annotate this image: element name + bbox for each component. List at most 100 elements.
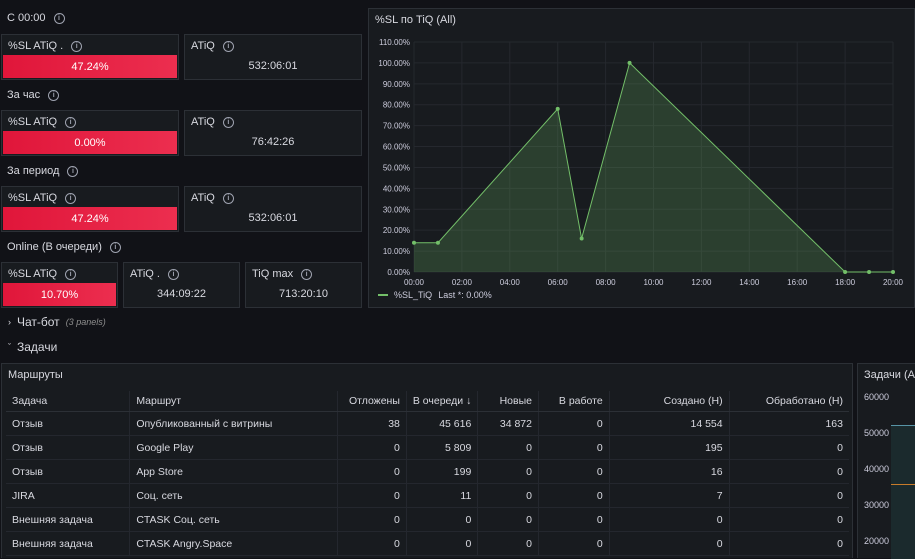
table-cell: 0	[728, 459, 849, 484]
y-tick-label: 0.00%	[387, 268, 410, 277]
table-cell: 0	[337, 483, 407, 508]
chevron-down-icon: ˇ	[8, 342, 11, 352]
table-cell: 0	[405, 507, 478, 532]
stat-panel-sl-atiq[interactable]: %SL ATiQ . i 47.24%	[1, 34, 179, 80]
section-title-online: Online (В очереди) i	[7, 241, 121, 253]
info-icon[interactable]: i	[109, 241, 121, 253]
table-cell: 0	[477, 483, 539, 508]
stat-label: %SL ATiQ	[8, 268, 58, 280]
table-row[interactable]: Отзыв App Store 0 199 0 0 16 0	[6, 459, 849, 484]
x-tick-label: 18:00	[835, 278, 856, 287]
table-cell: 0	[728, 435, 849, 460]
column-header[interactable]: Создано (Н)	[608, 391, 730, 412]
column-header-sorted[interactable]: В очереди ↓	[405, 391, 478, 412]
table-cell: Опубликованный с витрины	[129, 411, 338, 436]
table-cell: CTASK Соц. сеть	[129, 507, 338, 532]
y-tick-label: 50.00%	[383, 163, 410, 172]
table-cell: 163	[728, 411, 849, 436]
table-cell: Соц. сеть	[129, 483, 338, 508]
table-cell: App Store	[129, 459, 338, 484]
routes-panel[interactable]: Маршруты Задача Маршрут Отложены В очере…	[1, 363, 853, 558]
row-tasks[interactable]: ˇ Задачи	[8, 340, 58, 354]
info-icon[interactable]: i	[53, 12, 65, 24]
table-cell: CTASK Angry.Space	[129, 531, 338, 556]
stat-value: 344:09:22	[157, 288, 206, 300]
info-icon[interactable]: i	[65, 192, 77, 204]
table-cell: 0	[337, 435, 407, 460]
table-cell: 0	[337, 459, 407, 484]
y-tick-label: 60.00%	[383, 143, 410, 152]
table-row[interactable]: Отзыв Google Play 0 5 809 0 0 195 0	[6, 435, 849, 460]
stat-label: %SL ATiQ	[8, 116, 58, 128]
axis-tick-label: 20000	[864, 536, 890, 546]
info-icon[interactable]: i	[71, 40, 83, 52]
chart-svg: 0.00% 10.00% 20.00% 30.00% 40.00% 50.00% 60.00…	[378, 38, 903, 287]
row-chatbot[interactable]: › Чат-бот (3 panels)	[8, 315, 106, 329]
column-header[interactable]: Новые	[477, 391, 539, 412]
routes-table: Задача Маршрут Отложены В очереди ↓ Новы…	[6, 391, 849, 556]
info-icon[interactable]: i	[222, 40, 234, 52]
data-point	[435, 240, 440, 245]
x-tick-label: 04:00	[500, 278, 521, 287]
stat-panel-atiq[interactable]: ATiQ i 532:06:01	[184, 34, 362, 80]
column-header[interactable]: Маршрут	[129, 391, 338, 412]
table-cell: Отзыв	[6, 435, 130, 460]
column-header[interactable]: Отложены	[337, 391, 407, 412]
stat-panel-online-atiq[interactable]: ATiQ . i 344:09:22	[123, 262, 240, 308]
axis-tick-label: 60000	[864, 392, 890, 402]
info-icon[interactable]: i	[167, 268, 179, 280]
stat-panel-atiq[interactable]: ATiQ i 76:42:26	[184, 110, 362, 156]
table-cell: 45 616	[405, 411, 478, 436]
series-area	[414, 62, 893, 273]
stat-value: 713:20:10	[279, 288, 328, 300]
table-cell: Внешняя задача	[6, 531, 130, 556]
stat-value: 47.24%	[3, 207, 177, 230]
info-icon[interactable]: i	[222, 116, 234, 128]
column-header[interactable]: Задача	[6, 391, 130, 412]
tasks-chart-panel[interactable]: Задачи (All 60000 50000 40000 30000 20000	[857, 363, 915, 559]
data-point	[412, 240, 416, 245]
table-cell: 34 872	[477, 411, 539, 436]
series-line	[414, 61, 893, 273]
section-title-period: За период i	[7, 165, 79, 177]
x-tick-label: 14:00	[739, 278, 760, 287]
table-cell: 14 554	[608, 411, 730, 436]
stat-panel-atiq[interactable]: ATiQ i 532:06:01	[184, 186, 362, 232]
table-cell: 0	[537, 531, 610, 556]
table-cell: 0	[477, 531, 539, 556]
chart-legend[interactable]: %SL_TiQ Last *: 0.00%	[378, 290, 492, 300]
stat-panel-online-sl[interactable]: %SL ATiQ i 10.70%	[1, 262, 118, 308]
table-cell: Отзыв	[6, 459, 130, 484]
stat-value: 532:06:01	[248, 212, 298, 224]
table-cell: 0	[537, 483, 610, 508]
table-cell: Внешняя задача	[6, 507, 130, 532]
table-cell: 0	[405, 531, 478, 556]
table-row[interactable]: Внешняя задача CTASK Соц. сеть 0 0 0 0 0 0	[6, 507, 849, 532]
table-cell: 0	[337, 507, 407, 532]
stat-panel-sl-atiq[interactable]: %SL ATiQ i 0.00%	[1, 110, 179, 156]
column-header[interactable]: В работе	[537, 391, 610, 412]
table-cell: Отзыв	[6, 411, 130, 436]
info-icon[interactable]: i	[301, 268, 313, 280]
stat-panel-online-tiq-max[interactable]: TiQ max i 713:20:10	[245, 262, 362, 308]
table-cell: 11	[405, 483, 478, 508]
stat-label: %SL ATiQ .	[8, 40, 64, 52]
info-icon[interactable]: i	[65, 116, 77, 128]
tasks-chart-line	[891, 484, 915, 485]
table-cell: 0	[728, 483, 849, 508]
table-cell: 16	[608, 459, 730, 484]
info-icon[interactable]: i	[222, 192, 234, 204]
x-tick-label: 00:00	[404, 278, 425, 287]
chart-panel-sl-tiq[interactable]: %SL по TiQ (All) 0.00% 10.00% 20.00% 30.00%…	[368, 8, 915, 308]
y-tick-label: 90.00%	[383, 80, 410, 89]
table-row[interactable]: JIRA Соц. сеть 0 11 0 0 7 0	[6, 483, 849, 508]
y-tick-label: 10.00%	[383, 247, 410, 256]
stat-panel-sl-atiq[interactable]: %SL ATiQ i 47.24%	[1, 186, 179, 232]
table-row[interactable]: Внешняя задача CTASK Angry.Space 0 0 0 0 0 0	[6, 531, 849, 556]
table-row[interactable]: Отзыв Опубликованный с витрины 38 45 616 34 …	[6, 411, 849, 436]
column-header[interactable]: Обработано (Н)	[728, 391, 849, 412]
info-icon[interactable]: i	[65, 268, 77, 280]
info-icon[interactable]: i	[48, 89, 60, 101]
routes-title: Маршруты	[8, 369, 63, 381]
info-icon[interactable]: i	[67, 165, 79, 177]
